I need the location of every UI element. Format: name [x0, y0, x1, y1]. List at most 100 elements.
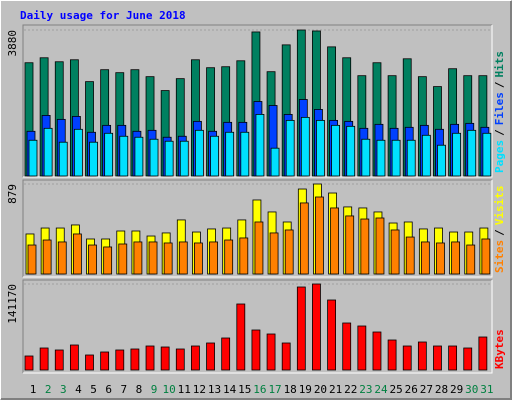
bar [88, 244, 97, 275]
legend-entry: Sites [493, 240, 506, 273]
y-tick-label: 879 [6, 184, 19, 204]
bar [387, 339, 397, 371]
bar [327, 299, 336, 371]
x-tick-label: 27 [420, 383, 433, 396]
x-tick-label: 24 [374, 383, 388, 396]
x-tick-label: 15 [238, 383, 251, 396]
legend-separator: / [493, 81, 506, 88]
bar [361, 138, 371, 177]
bar [281, 342, 291, 371]
bar [130, 348, 140, 371]
bar [315, 196, 324, 275]
bar [376, 139, 386, 177]
legend-entry: Visits [493, 186, 506, 226]
bar [119, 135, 129, 177]
bar [391, 139, 401, 177]
bar [194, 242, 203, 275]
bar [481, 238, 491, 275]
bar [406, 139, 416, 177]
bar [402, 345, 412, 371]
bar [160, 346, 170, 371]
bar [300, 116, 310, 177]
bar [221, 337, 231, 371]
panel-bevel-dark [22, 279, 492, 373]
bar [58, 141, 68, 177]
bar [104, 132, 114, 177]
bar [145, 345, 155, 371]
x-tick-label: 31 [480, 383, 493, 396]
panel-bevel-dark [22, 179, 492, 277]
bar [330, 207, 339, 275]
bar [72, 233, 82, 275]
bar [284, 229, 294, 275]
bar [285, 119, 295, 177]
x-tick-label: 29 [450, 383, 463, 396]
bar [225, 131, 235, 177]
bar [452, 132, 462, 177]
legend: KBytes [493, 329, 506, 369]
bar [466, 244, 476, 275]
x-tick-label: 12 [193, 383, 206, 396]
x-tick-label: 17 [268, 383, 281, 396]
legend: Pages / Files / Hits [493, 51, 506, 173]
panel-bevel-light [23, 25, 493, 178]
x-tick-label: 10 [163, 383, 176, 396]
x-tick-label: 14 [223, 383, 237, 396]
bar [316, 119, 325, 177]
bar [179, 140, 189, 177]
bar [342, 322, 352, 371]
bar [417, 341, 427, 371]
legend-entry: KBytes [493, 329, 506, 369]
bar [42, 239, 52, 275]
bar [269, 232, 279, 275]
bar [390, 229, 400, 275]
bar [467, 129, 477, 177]
y-tick-label: 141170 [6, 284, 19, 324]
bar [436, 242, 445, 275]
x-tick-label: 26 [405, 383, 418, 396]
bar [118, 243, 128, 275]
legend: Sites / Visits [493, 186, 506, 274]
bar [420, 241, 430, 275]
panel-bevel-dark [22, 24, 492, 177]
bar [89, 141, 98, 177]
bar [73, 128, 83, 177]
chart-title: Daily usage for June 2018 [20, 9, 186, 22]
bar [27, 244, 37, 275]
bar [433, 345, 442, 371]
x-tick-label: 25 [389, 383, 402, 396]
bar [478, 336, 488, 371]
bar [375, 217, 385, 275]
bar [312, 283, 321, 371]
x-tick-label: 4 [75, 383, 82, 396]
x-tick-label: 2 [45, 383, 52, 396]
bar [39, 347, 49, 371]
bar [451, 241, 461, 275]
bar [224, 239, 234, 275]
bar [209, 241, 218, 275]
x-tick-label: 5 [90, 383, 97, 396]
bar [191, 345, 200, 371]
x-tick-label: 28 [435, 383, 448, 396]
bar [178, 241, 188, 275]
bar [69, 344, 79, 371]
bar [296, 286, 306, 371]
bar [54, 349, 64, 371]
legend-entry: Files [493, 92, 506, 125]
bar [195, 129, 204, 177]
bar [357, 325, 367, 371]
x-tick-label: 8 [136, 383, 143, 396]
bar [299, 202, 309, 275]
bar [346, 125, 356, 177]
bar [149, 138, 159, 177]
bar [43, 127, 53, 177]
bar [372, 331, 382, 371]
bar [405, 236, 415, 275]
x-tick-label: 18 [284, 383, 297, 396]
bar [421, 134, 431, 177]
y-tick-label: 3880 [6, 30, 19, 57]
legend-entry: Pages [493, 140, 506, 173]
bar [345, 215, 355, 275]
